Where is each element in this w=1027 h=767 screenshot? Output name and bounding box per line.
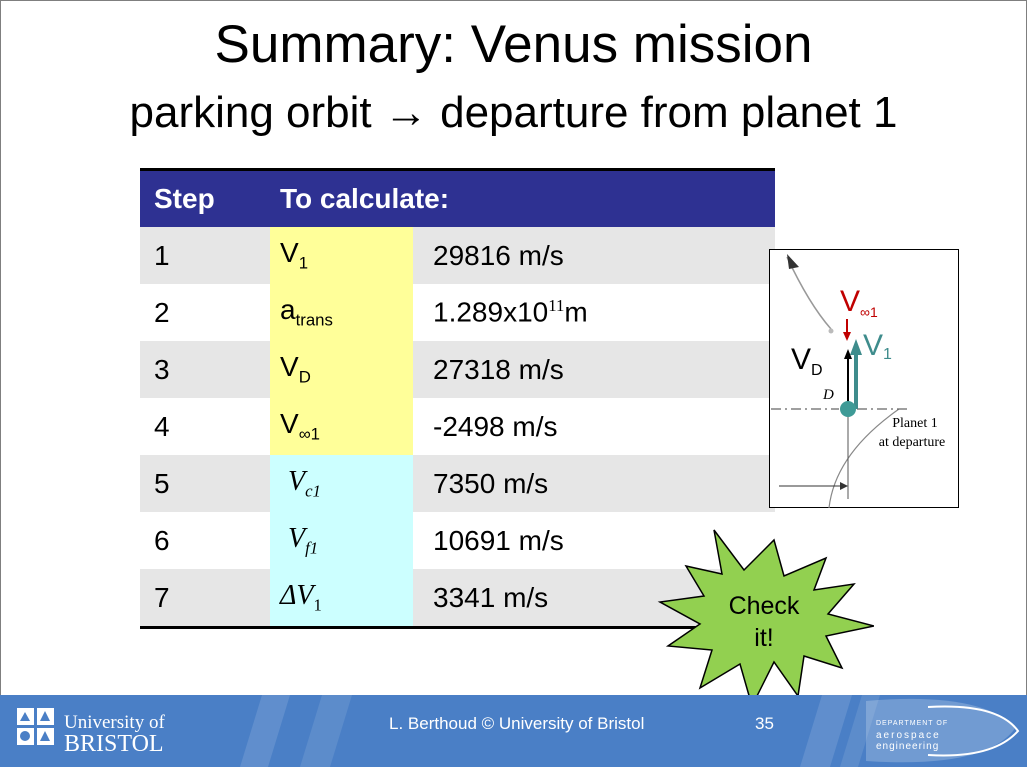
arc-arrowhead (787, 254, 799, 269)
d-label: D (822, 387, 834, 403)
variable-cell: Vf1 (270, 512, 413, 569)
step-number: 7 (140, 569, 270, 629)
badge-line2: it! (754, 624, 773, 652)
header-calc: To calculate: (270, 168, 775, 227)
step-number: 2 (154, 296, 170, 328)
table-row: 5 Vc1 7350 m/s (140, 455, 775, 512)
check-it-badge: Check it! (657, 529, 874, 708)
value-mantissa: 1.289x10 (433, 296, 549, 328)
step-number: 5 (140, 455, 270, 512)
header-step: Step (140, 168, 270, 227)
header-calc-text: To calculate: (280, 183, 450, 214)
dept-line3: engineering (876, 741, 939, 752)
vd-arrowhead (844, 349, 852, 359)
value-cell: 7350 m/s (413, 455, 775, 512)
planet-orbit-arc (828, 408, 900, 508)
value-cell: 27318 m/s (413, 341, 775, 398)
diagram-border (769, 249, 959, 508)
dept-line2: aerospace (876, 730, 941, 741)
table-row: 1 V1 29816 m/s (140, 227, 775, 284)
variable-cell: V∞1 (270, 398, 413, 455)
planet-marker (840, 401, 856, 417)
variable-symbol: V (280, 237, 299, 269)
university-crest-icon (17, 708, 54, 745)
value-cell: 29816 m/s (413, 227, 775, 284)
slide-title: Summary: Venus mission (214, 15, 813, 74)
variable-cell: VD (270, 341, 413, 398)
page-number: 35 (755, 714, 774, 733)
badge-line1: Check (729, 592, 800, 620)
table-row: 4 V∞1 -2498 m/s (140, 398, 775, 455)
variable-subscript: ∞1 (298, 424, 320, 444)
table-row: 2 atrans 1.289x1011m (140, 284, 775, 341)
variable-subscript: c1 (305, 481, 321, 501)
variable-symbol: V (288, 466, 306, 498)
variable-cell: Vc1 (270, 455, 413, 512)
v1-arrowhead (850, 339, 862, 355)
variable-cell: V1 (270, 227, 413, 284)
value-cell: 1.289x1011m (413, 284, 775, 341)
arc-end-dot (828, 328, 834, 334)
value-exponent: 11 (548, 296, 565, 316)
dept-line1: DEPARTMENT OF (876, 720, 948, 727)
planet-label: Planet 1 (892, 416, 938, 431)
value-cell: -2498 m/s (433, 410, 558, 442)
table-row: 6 Vf1 10691 m/s (140, 512, 775, 569)
value-cell: 10691 m/s (433, 524, 564, 556)
distance-arrowhead (840, 482, 848, 490)
steps-table: Step To calculate: 1 V1 29816 m/s 2 atra… (140, 168, 775, 629)
dept-swoosh (866, 698, 1016, 763)
university-name-line2: BRISTOL (64, 731, 164, 757)
dept-swoosh-line (927, 705, 1020, 757)
department-logo: DEPARTMENT OF aerospace engineering (866, 698, 1020, 763)
variable-symbol: V (280, 408, 299, 440)
v1-label: V1 (863, 329, 892, 363)
planet-label: at departure (879, 435, 945, 450)
v-inf-arrowhead (843, 332, 851, 341)
step-number: 1 (140, 227, 270, 284)
footer-bar (0, 695, 1027, 767)
variable-symbol: V (288, 523, 306, 555)
university-name-line1: University of (64, 712, 165, 733)
variable-subscript: 1 (298, 253, 309, 273)
table-row: 3 VD 27318 m/s (140, 341, 775, 398)
variable-subscript: f1 (305, 538, 319, 558)
variable-subscript: D (298, 367, 311, 387)
value-unit: m (564, 296, 588, 328)
variable-symbol: a (280, 294, 296, 326)
variable-symbol: ΔV (280, 580, 314, 612)
v-inf-label: V∞1 (840, 285, 878, 320)
footer-stripes (240, 695, 880, 767)
step-number: 6 (154, 524, 170, 556)
variable-cell: atrans (270, 284, 413, 341)
slide-subtitle: parking orbit → departure from planet 1 (129, 88, 898, 137)
table-header-row: Step To calculate: (140, 168, 775, 227)
step-number: 3 (140, 341, 270, 398)
step-number: 4 (154, 410, 170, 442)
variable-symbol: V (280, 351, 299, 383)
variable-cell: ΔV1 (270, 569, 413, 629)
variable-subscript: 1 (313, 595, 322, 615)
footer-author: L. Berthoud © University of Bristol (389, 714, 645, 733)
vd-label: VD (791, 343, 823, 379)
variable-subscript: trans (295, 310, 333, 330)
departure-diagram: V∞1 V1 VD D Planet 1 at departure (769, 249, 959, 508)
